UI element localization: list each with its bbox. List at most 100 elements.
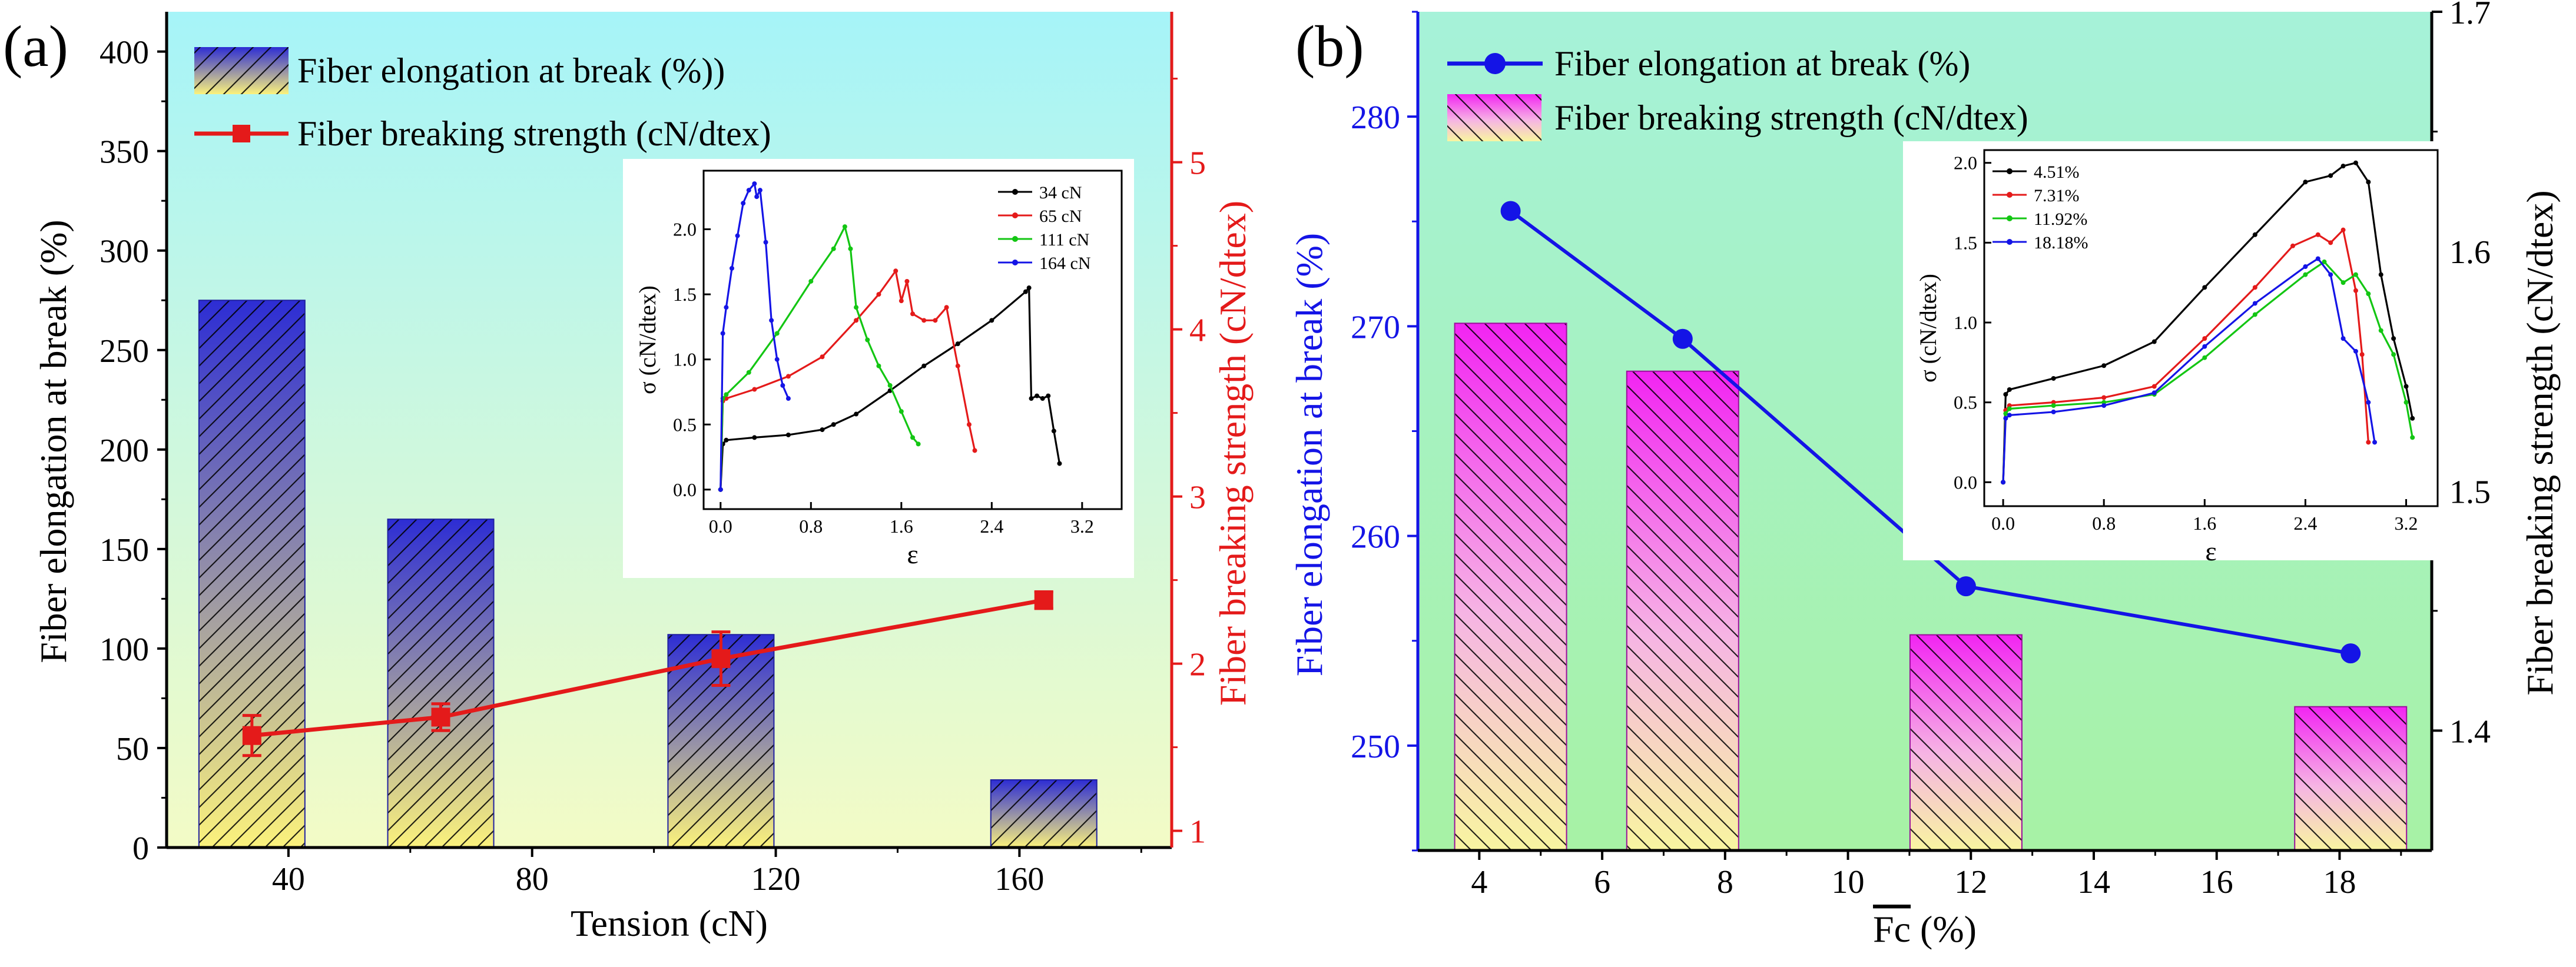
inset-point	[1046, 393, 1051, 398]
inset-point	[820, 427, 825, 433]
tick-label-x-b: 16	[2200, 864, 2233, 900]
inset-point	[763, 240, 768, 245]
tick-label-right-a: 5	[1189, 145, 1206, 182]
inset-point	[1035, 393, 1040, 398]
inset-point	[746, 188, 751, 193]
point-strength-a	[1034, 590, 1053, 610]
bar-hatch-a	[387, 519, 494, 848]
inset-point	[808, 278, 814, 284]
inset-point	[910, 435, 915, 440]
legend-swatch-hatch-a	[194, 47, 289, 94]
inset-point	[2353, 160, 2358, 165]
inset-point	[2202, 285, 2207, 290]
inset-point	[1040, 396, 1045, 401]
inset-legend-label: 4.51%	[2034, 162, 2080, 182]
inset-point	[2328, 272, 2333, 277]
inset-tick-label-y: 1.5	[673, 284, 697, 305]
inset-point	[2051, 403, 2056, 408]
inset-point	[2315, 232, 2320, 237]
y-axis-label-right-b: Fiber breaking strength (cN/dtex)	[2519, 190, 2561, 695]
inset-point	[2151, 384, 2157, 389]
inset-point	[2366, 180, 2371, 185]
inset-point	[2403, 384, 2409, 389]
inset-point	[887, 383, 893, 388]
tick-label-x-b: 6	[1594, 864, 1610, 900]
bar-hatch-a	[198, 300, 305, 848]
inset-point	[2101, 395, 2107, 400]
inset-point	[842, 224, 847, 230]
inset-point	[921, 318, 927, 323]
tick-label-x-a: 40	[272, 861, 305, 898]
tick-label-right-b: 1.7	[2449, 0, 2491, 31]
inset-curve	[720, 270, 976, 490]
inset-point	[746, 370, 751, 375]
inset-point	[899, 298, 904, 304]
inset-point	[966, 422, 972, 427]
tick-label-left-a: 0	[132, 830, 149, 867]
tick-label-right-b: 1.6	[2449, 234, 2491, 271]
inset-point	[785, 432, 791, 437]
inset-point	[854, 305, 859, 310]
inset-tick-label-x: 3.2	[1070, 516, 1094, 537]
inset-tick-label-x: 3.2	[2395, 513, 2418, 534]
inset-point	[2051, 375, 2056, 381]
inset-point	[1051, 428, 1056, 434]
tick-label-right-b: 1.5	[2449, 474, 2491, 510]
inset-point	[2340, 280, 2346, 285]
inset-point	[831, 246, 836, 251]
inset-point	[876, 292, 881, 297]
y-axis-label-right-a: Fiber breaking strength (cN/dtex)	[1212, 201, 1254, 706]
inset-point	[2340, 164, 2346, 169]
point-strength-a	[242, 726, 261, 745]
inset-point	[2202, 344, 2207, 349]
inset-point	[899, 409, 904, 414]
inset-point	[854, 318, 859, 323]
inset-point	[2403, 400, 2409, 405]
inset-point	[955, 341, 960, 347]
inset-tick-label-x: 1.6	[2193, 513, 2216, 534]
inset-point	[2322, 259, 2327, 264]
inset-point	[955, 363, 960, 368]
legend-label-strength-a: Fiber breaking strength (cN/dtex)	[297, 114, 771, 153]
inset-tick-label-x: 0.0	[1991, 513, 2015, 534]
tick-label-x-b: 12	[1954, 864, 1987, 900]
tick-label-left-b: 280	[1351, 99, 1400, 136]
tick-label-left-b: 260	[1351, 519, 1400, 556]
inset-point	[1029, 396, 1034, 401]
inset-tick-label-x: 0.8	[2092, 513, 2116, 534]
inset-legend-marker	[2007, 239, 2013, 245]
inset-point	[769, 318, 774, 323]
inset-b-y-label: σ (cN/dtex)	[1915, 274, 1941, 383]
tick-label-x-a: 80	[516, 861, 549, 898]
inset-tick-label-y: 1.0	[673, 349, 697, 370]
point-strength-a	[711, 649, 731, 669]
point-elongation-b	[1672, 328, 1693, 349]
tick-label-right-a: 4	[1189, 313, 1206, 349]
inset-point	[2328, 240, 2333, 245]
inset-point	[893, 268, 899, 274]
inset-tick-label-y: 0.0	[1954, 471, 1977, 493]
inset-point	[752, 181, 757, 187]
inset-tick-label-x: 2.4	[2293, 513, 2317, 534]
bar-hatch-b	[2295, 706, 2407, 850]
x-axis-label-b-variable: Fc	[1873, 908, 1911, 950]
inset-point	[752, 435, 757, 440]
inset-a: 0.0 0.8 1.6 2.4 3.2 0.0 0.5 1.0 1.5 2.0 34 cN 65 cN…	[623, 159, 1134, 578]
inset-point	[1057, 461, 1062, 466]
x-axis-label-b: Fc (%)	[1873, 908, 1977, 950]
inset-legend-marker	[2007, 192, 2013, 198]
inset-point	[2252, 232, 2257, 237]
inset-tick-label-y: 2.0	[673, 219, 697, 240]
inset-point	[2303, 272, 2308, 277]
tick-label-x-b: 8	[1717, 864, 1733, 900]
tick-label-x-b: 14	[2077, 864, 2110, 900]
legend-marker-strength-a	[233, 125, 250, 142]
tick-label-x-a: 120	[751, 861, 801, 898]
legend-b: Fiber elongation at break (%) Fiber brea…	[1447, 44, 2028, 141]
tick-label-left-a: 200	[100, 433, 149, 469]
inset-point	[904, 278, 910, 284]
inset-point	[724, 437, 729, 443]
inset-point	[2202, 336, 2207, 341]
inset-legend-label: 65 cN	[1039, 207, 1082, 226]
inset-frame	[1983, 149, 2439, 507]
